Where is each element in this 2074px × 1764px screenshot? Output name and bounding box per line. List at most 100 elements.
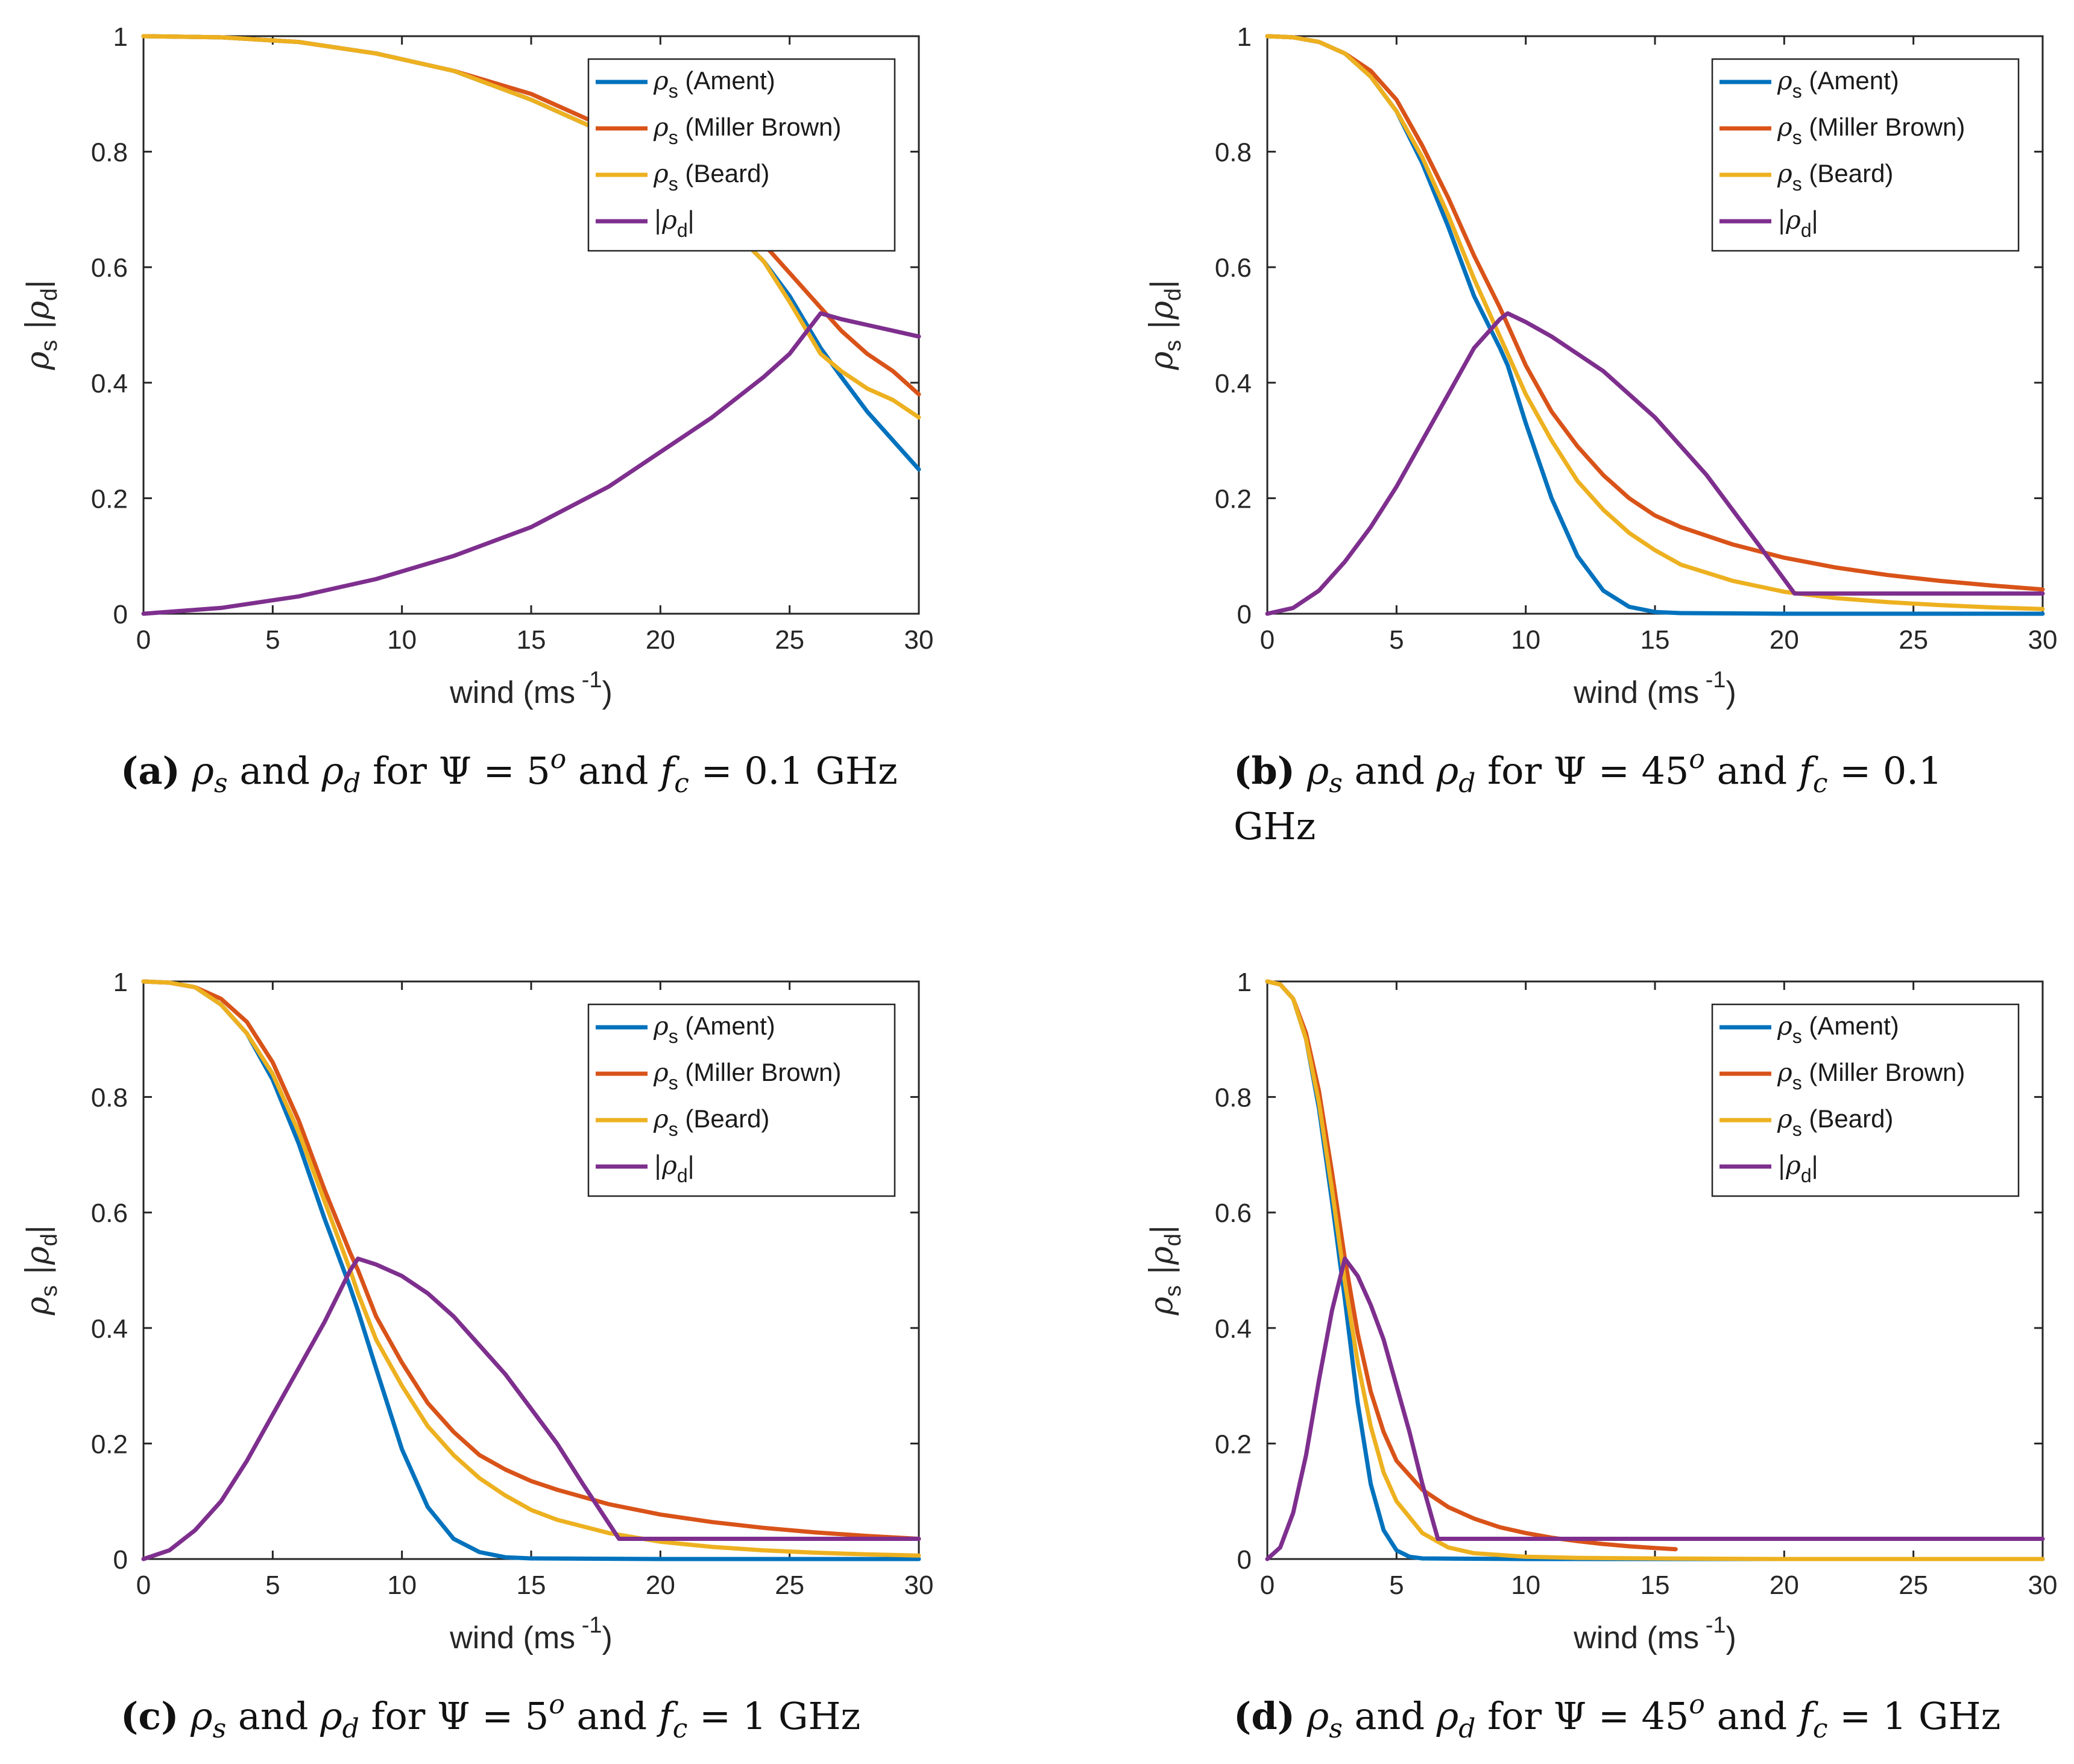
caption-text: and	[226, 1694, 320, 1738]
caption-sub: d	[344, 768, 361, 799]
y-axis-label-sub-s: s	[1161, 1285, 1186, 1297]
legend-symbol: ρ	[653, 66, 669, 95]
caption-rho-s: ρ	[1295, 1694, 1329, 1738]
legend-subscript: d	[677, 1165, 688, 1186]
caption-a: (a) ρs and ρd for Ψ = 5o and fc = 0.1 GH…	[121, 744, 898, 799]
caption-psi: Ψ	[439, 749, 471, 793]
y-axis-label-rho-s: ρ	[1144, 1296, 1180, 1315]
y-tick-label: 1	[1237, 22, 1252, 52]
x-tick-label: 25	[1899, 625, 1928, 655]
caption-text: = 45	[1586, 1694, 1689, 1738]
x-axis-label-sup: -1	[575, 1613, 602, 1638]
legend-subscript: s	[669, 80, 678, 102]
y-tick-label: 0.8	[91, 138, 128, 168]
caption-rho-d: ρ	[321, 749, 344, 793]
y-tick-label: 0.8	[1215, 1083, 1252, 1113]
caption-sub: c	[1813, 1713, 1828, 1744]
caption-sub: s	[214, 768, 228, 799]
y-tick-label: 0.2	[91, 484, 128, 514]
y-tick-label: 0.2	[91, 1429, 128, 1459]
caption-text: and	[1705, 749, 1799, 793]
y-axis-label-rho-s: ρ	[20, 351, 56, 370]
caption-psi: Ψ	[1554, 1694, 1586, 1738]
legend-symbol: ρ	[1777, 159, 1792, 188]
x-axis-label-text: wind (ms	[449, 1621, 575, 1655]
caption-text: and	[228, 749, 322, 793]
legend-text: |	[688, 206, 695, 234]
caption-text: = 1 GHz	[1828, 1694, 2001, 1738]
y-tick-label: 0.2	[1215, 1429, 1252, 1459]
legend-text: (Ament)	[678, 66, 775, 95]
caption-sup: o	[550, 744, 567, 775]
caption-text: = 5	[470, 1694, 549, 1738]
caption-label: (d)	[1234, 1694, 1295, 1738]
y-tick-label: 0	[1237, 1545, 1252, 1575]
legend-subscript: s	[669, 173, 678, 195]
y-tick-label: 0	[113, 600, 128, 629]
caption-b: (b) ρs and ρd for Ψ = 45o and fc = 0.1	[1234, 744, 1942, 799]
x-tick-label: 0	[1260, 625, 1275, 655]
caption-sub: c	[673, 1713, 688, 1744]
caption-sup: o	[549, 1689, 565, 1720]
x-axis-label-close: )	[1726, 675, 1736, 710]
series-line-rho_d	[141, 311, 921, 616]
caption-label: (b)	[1234, 749, 1295, 793]
y-axis-label-rho-d: |ρ	[20, 1246, 56, 1285]
y-axis-label-sub-d: d	[1161, 288, 1186, 301]
legend-symbol: |ρ	[1777, 1150, 1801, 1180]
x-tick-label: 20	[646, 1570, 675, 1600]
y-axis-label-rho-d: |ρ	[1144, 301, 1180, 340]
legend-symbol: ρ	[653, 159, 669, 188]
x-tick-label: 5	[1389, 625, 1404, 655]
legend-box	[587, 1003, 896, 1197]
legend-symbol: ρ	[1777, 1011, 1792, 1041]
x-tick-label: 30	[2028, 625, 2058, 655]
y-tick-label: 0	[1237, 600, 1252, 629]
x-tick-label: 10	[1511, 625, 1540, 655]
caption-sub: c	[674, 768, 689, 799]
x-tick-label: 30	[904, 1570, 934, 1600]
x-tick-label: 20	[1770, 1570, 1799, 1600]
legend-symbol: ρ	[653, 112, 669, 142]
y-tick-label: 0.6	[1215, 253, 1252, 283]
legend-text: (Miller Brown)	[678, 1058, 842, 1086]
x-axis-label-sup: -1	[575, 667, 602, 693]
x-tick-label: 30	[904, 625, 934, 655]
legend-label-beard: ρs (Beard)	[653, 159, 769, 195]
legend-symbol: |ρ	[654, 205, 677, 235]
caption-psi: Ψ	[437, 1694, 470, 1738]
x-tick-label: 0	[1260, 1570, 1275, 1600]
x-tick-label: 0	[136, 1570, 151, 1600]
x-tick-label: 30	[2028, 1570, 2058, 1600]
legend-text: (Ament)	[1802, 1012, 1899, 1040]
legend-text: |	[1812, 1151, 1818, 1179]
y-axis-label-sub-d: d	[1161, 1233, 1186, 1246]
y-axis-label-close: |	[1144, 1226, 1179, 1234]
x-axis-label-sup: -1	[1699, 1613, 1726, 1638]
y-tick-label: 0.8	[1215, 138, 1252, 168]
y-tick-label: 0.4	[1215, 1314, 1252, 1344]
y-tick-label: 0.4	[91, 1314, 128, 1344]
caption-rho-s: ρ	[178, 1694, 212, 1738]
legend-label-miller_brown: ρs (Miller Brown)	[1777, 1057, 1965, 1094]
legend-label-rho_d: |ρd|	[654, 1150, 695, 1186]
caption-label: (a)	[121, 749, 180, 793]
caption-sup: o	[1689, 1689, 1705, 1720]
x-tick-label: 10	[387, 625, 417, 655]
legend-text: (Beard)	[1802, 159, 1894, 187]
legend-subscript: d	[677, 219, 688, 241]
series-line-beard	[141, 979, 921, 1558]
caption-sub: d	[342, 1713, 359, 1744]
y-tick-label: 0.4	[91, 369, 128, 398]
caption-text: for	[359, 1694, 437, 1738]
legend-label-miller_brown: ρs (Miller Brown)	[653, 112, 841, 148]
y-axis-label-close: |	[1144, 280, 1179, 289]
x-tick-label: 25	[775, 1570, 804, 1600]
legend-subscript: s	[669, 1118, 678, 1140]
legend: ρs (Ament)ρs (Miller Brown)ρs (Beard)|ρd…	[1711, 1003, 2020, 1197]
legend-label-rho_d: |ρd|	[654, 205, 695, 241]
x-tick-label: 0	[136, 625, 151, 655]
